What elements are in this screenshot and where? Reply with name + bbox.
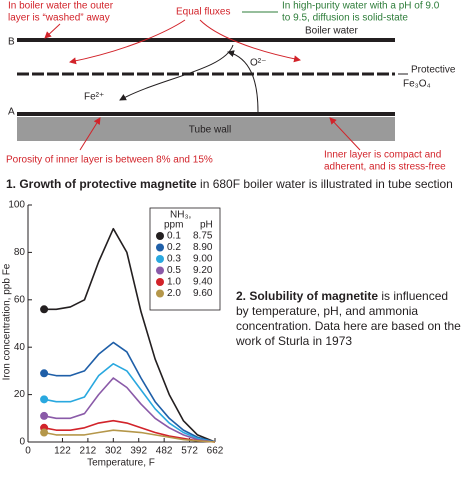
caption-bold: 1. Growth of protective magnetite — [6, 177, 197, 191]
label: Fe²⁺ — [84, 92, 104, 103]
legend-ph: 9.00 — [193, 254, 213, 265]
x-tick-label: 662 — [207, 446, 224, 457]
label: A — [8, 107, 15, 118]
x-tick-label: 0 — [25, 446, 31, 457]
legend-swatch — [156, 255, 164, 263]
legend-title: pH — [200, 220, 213, 231]
legend-swatch — [156, 278, 164, 286]
y-tick-label: 20 — [14, 389, 26, 400]
note: Porosity of inner layer is between 8% an… — [6, 155, 213, 166]
legend-label: 0.2 — [167, 242, 181, 253]
note: In boiler water the outer — [8, 1, 114, 12]
legend-swatch — [156, 266, 164, 275]
note-arrow — [329, 117, 361, 151]
legend-ph: 8.90 — [193, 242, 213, 253]
y-axis-label: Iron concentration, ppb Fe — [2, 263, 13, 380]
label: Protective — [411, 65, 456, 76]
caption-rest: is influenced by temperature, pH, and am… — [236, 289, 461, 348]
y-tick-label: 100 — [8, 200, 25, 211]
series-line — [43, 341, 216, 443]
series-line — [43, 362, 216, 443]
note: adherent, and is stress-free — [324, 162, 446, 173]
legend-label: 1.0 — [167, 277, 181, 288]
series-line — [43, 419, 216, 443]
legend-label: 0.5 — [167, 265, 181, 276]
note: Equal fluxes — [176, 7, 230, 18]
x-tick-label: 482 — [156, 446, 173, 457]
x-tick-label: 212 — [80, 446, 97, 457]
note: Inner layer is compact and — [324, 150, 441, 161]
flux-arrow — [69, 19, 186, 65]
note: to 9.5, diffusion is solid-state — [282, 13, 408, 24]
caption-bold: 2. Solubility of magnetite — [236, 289, 379, 303]
caption: 1. Growth of protective magnetite in 680… — [6, 177, 453, 191]
legend-swatch — [156, 232, 164, 240]
label: O²⁻ — [250, 58, 266, 69]
label: B — [8, 37, 15, 48]
series-line — [43, 429, 216, 443]
start-point — [40, 428, 49, 437]
legend-title: ppm — [164, 220, 183, 231]
x-tick-label: 392 — [130, 446, 147, 457]
note-arrow — [44, 23, 61, 39]
label: Boiler water — [305, 26, 358, 37]
start-point — [40, 305, 49, 314]
legend-ph: 9.60 — [193, 288, 213, 299]
x-tick-label: 122 — [54, 446, 71, 457]
start-point — [40, 369, 49, 378]
label: Fe₃O₄ — [403, 79, 431, 90]
plot: 0 20 40 60 80 100 0 122 212 302 392 482 572 662 0.1 8.7… — [8, 200, 223, 457]
legend-swatch — [156, 289, 164, 298]
caption-rest: in 680F boiler water is illustrated in t… — [197, 177, 453, 191]
y-tick-label: 80 — [14, 247, 26, 258]
series-line — [43, 377, 216, 443]
legend-label: 2.0 — [167, 288, 181, 299]
legend-ph: 9.40 — [193, 277, 213, 288]
y-tick-label: 40 — [14, 342, 26, 353]
fe-arrow — [119, 44, 234, 101]
legend-ph: 8.75 — [193, 231, 213, 242]
o-arrow — [227, 50, 259, 113]
note-arrow — [79, 117, 101, 151]
label: Tube wall — [189, 125, 231, 136]
x-tick-label: 572 — [181, 446, 198, 457]
start-point — [40, 411, 49, 420]
flux-arrow — [199, 19, 301, 63]
x-axis-label: Temperature, F — [87, 458, 155, 469]
legend-title: NH₃, — [170, 210, 191, 221]
note: In high-purity water with a pH of 9.0 — [282, 1, 440, 12]
legend-swatch — [156, 243, 164, 252]
legend-ph: 9.20 — [193, 265, 213, 276]
y-tick-label: 60 — [14, 294, 26, 305]
legend-label: 0.1 — [167, 231, 181, 242]
note: layer is “washed” away — [8, 13, 110, 24]
series-line — [44, 227, 216, 443]
start-point — [40, 395, 49, 404]
caption: 2. Solubility of magnetite is influenced… — [236, 289, 461, 349]
y-tick-label: 0 — [19, 437, 25, 448]
x-tick-label: 302 — [105, 446, 122, 457]
legend-label: 0.3 — [167, 254, 181, 265]
